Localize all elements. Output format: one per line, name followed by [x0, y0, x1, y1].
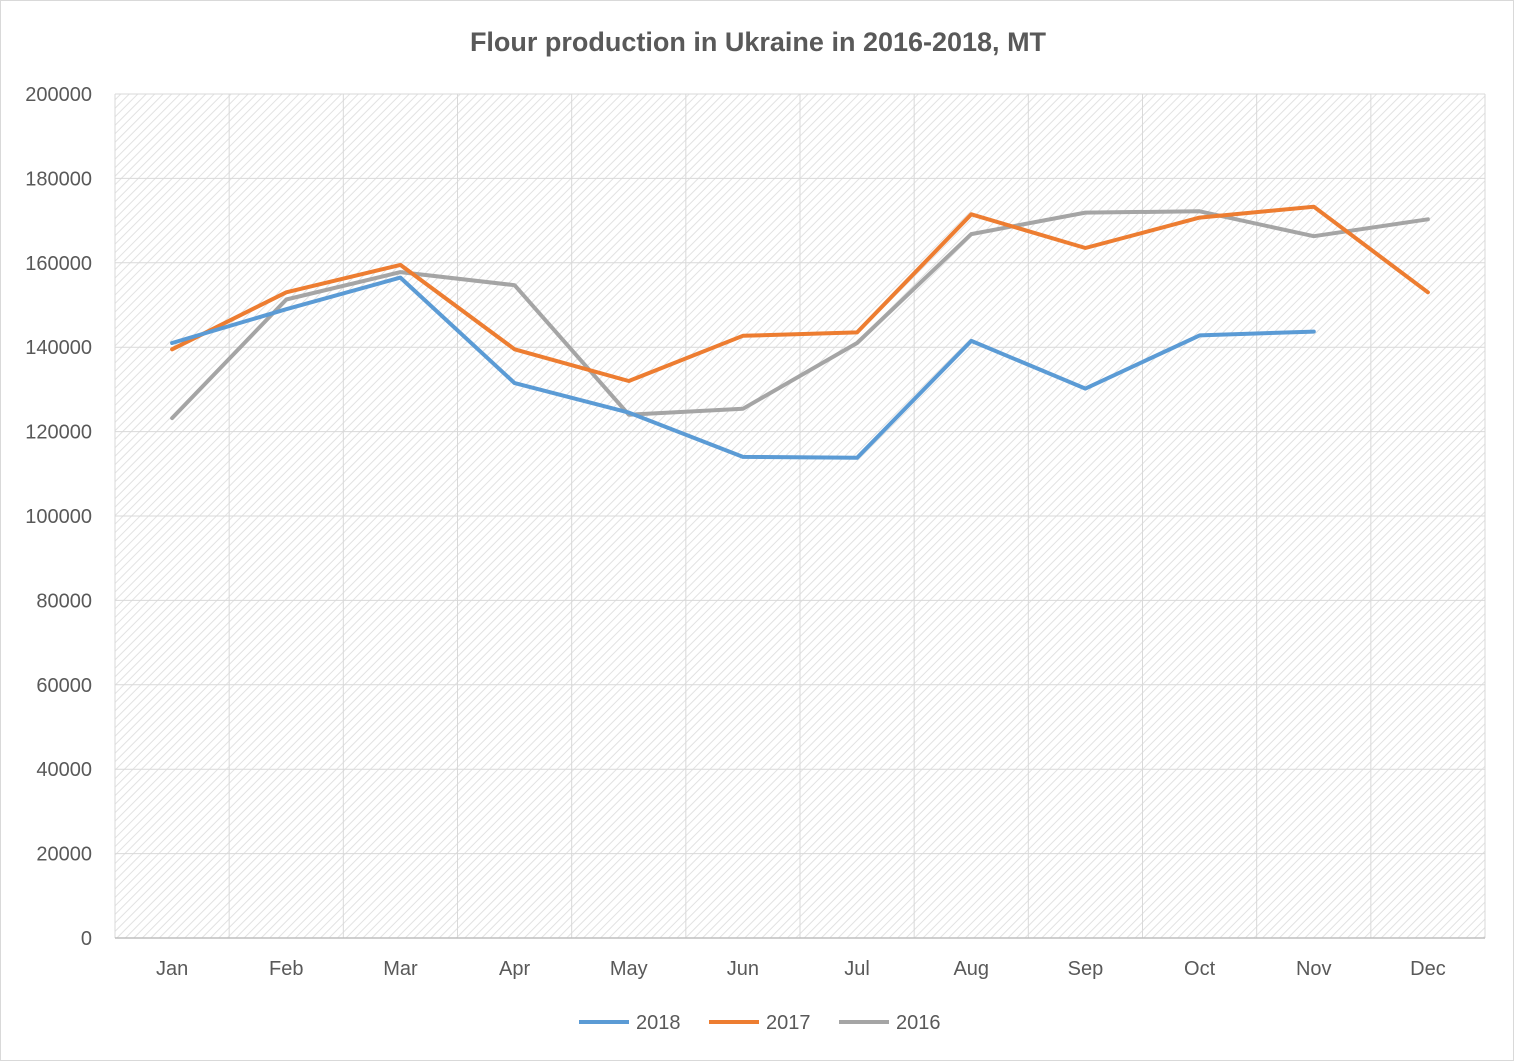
- axes: 0 20000 40000 60000 80000 100000 120000 140000 1…: [25, 84, 1485, 980]
- legend-label-2016: 2016: [896, 1012, 941, 1034]
- x-tick-label: Apr: [499, 958, 530, 980]
- y-tick-label: 120000: [25, 422, 92, 444]
- x-tick-label: Feb: [269, 958, 303, 980]
- y-tick-label: 0: [81, 928, 92, 950]
- y-tick-label: 200000: [25, 84, 92, 106]
- x-tick-label: Dec: [1410, 958, 1446, 980]
- x-tick-label: May: [610, 958, 648, 980]
- y-tick-label: 80000: [36, 590, 92, 612]
- y-tick-label: 60000: [36, 675, 92, 697]
- x-tick-label: Nov: [1296, 958, 1332, 980]
- series-line-2017: [170, 204, 1430, 383]
- chart-title: Flour production in Ukraine in 2016-2018…: [470, 27, 1047, 57]
- legend-label-2017: 2017: [766, 1012, 811, 1034]
- y-tick-label: 100000: [25, 506, 92, 528]
- gridlines: [114, 93, 1486, 938]
- x-tick-label: Jul: [844, 958, 870, 980]
- x-tick-label: Mar: [383, 958, 418, 980]
- x-tick-label: Jun: [727, 958, 759, 980]
- series-line-2018: [170, 275, 1316, 460]
- y-tick-label: 180000: [25, 168, 92, 190]
- x-tick-label: Oct: [1184, 958, 1216, 980]
- legend-label-2018: 2018: [636, 1012, 681, 1034]
- series-lines: [170, 204, 1430, 460]
- y-tick-label: 160000: [25, 253, 92, 275]
- x-tick-label: Jan: [156, 958, 188, 980]
- legend: 2018 2017 2016: [579, 1012, 941, 1034]
- y-tick-label: 20000: [36, 844, 92, 866]
- x-tick-label: Aug: [953, 958, 989, 980]
- y-tick-label: 140000: [25, 337, 92, 359]
- x-tick-label: Sep: [1068, 958, 1104, 980]
- y-tick-label: 40000: [36, 759, 92, 781]
